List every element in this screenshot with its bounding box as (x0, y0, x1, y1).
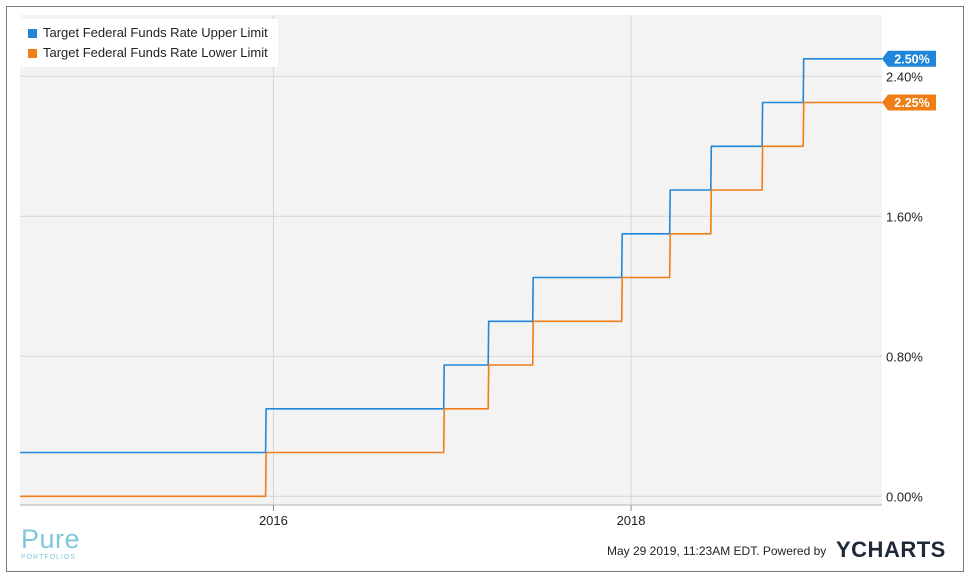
end-label-badge (882, 50, 936, 67)
x-axis-ticks: 2016 2018 (20, 504, 882, 528)
ycharts-logo: YCHARTS (836, 537, 946, 562)
logo-main-text: Pure (21, 524, 81, 554)
x-tick-label: 2018 (617, 513, 646, 528)
plot-area (20, 15, 882, 505)
logo-sub-text: PORTFOLIOS (21, 554, 76, 561)
footer-attribution: May 29 2019, 11:23AM EDT. Powered by (607, 544, 826, 558)
footer-powered-by: Powered by (762, 544, 827, 558)
legend: Target Federal Funds Rate Upper Limit Ta… (20, 19, 278, 67)
legend-swatch-lower (28, 48, 37, 58)
legend-swatch-upper (28, 28, 37, 38)
pure-portfolios-logo: Pure PORTFOLIOS (21, 526, 80, 562)
y-axis-ticks: 0.00% 0.80% 1.60% 2.40% (886, 69, 923, 504)
series-line-upper (20, 57, 882, 454)
legend-label-upper: Target Federal Funds Rate Upper Limit (43, 25, 268, 40)
y-tick-label: 0.00% (886, 489, 923, 504)
y-tick-label: 0.80% (886, 349, 923, 364)
end-label-upper: 2.50% (882, 50, 936, 67)
end-label-text: 2.25% (894, 96, 929, 110)
y-tick-label: 1.60% (886, 209, 923, 224)
end-label-lower: 2.25% (882, 94, 936, 111)
series-line-lower (20, 101, 882, 498)
series-lines (20, 57, 882, 498)
footer-timestamp: May 29 2019, 11:23AM EDT. (607, 544, 760, 558)
end-label-badge (882, 94, 936, 111)
end-label-text: 2.50% (894, 52, 929, 66)
legend-label-lower: Target Federal Funds Rate Lower Limit (43, 45, 268, 60)
y-tick-label: 2.40% (886, 69, 923, 84)
x-tick-label: 2016 (259, 513, 288, 528)
legend-item-lower: Target Federal Funds Rate Lower Limit (28, 43, 268, 63)
legend-item-upper: Target Federal Funds Rate Upper Limit (28, 23, 268, 43)
series-end-labels: 2.50% 2.25% (882, 50, 936, 111)
